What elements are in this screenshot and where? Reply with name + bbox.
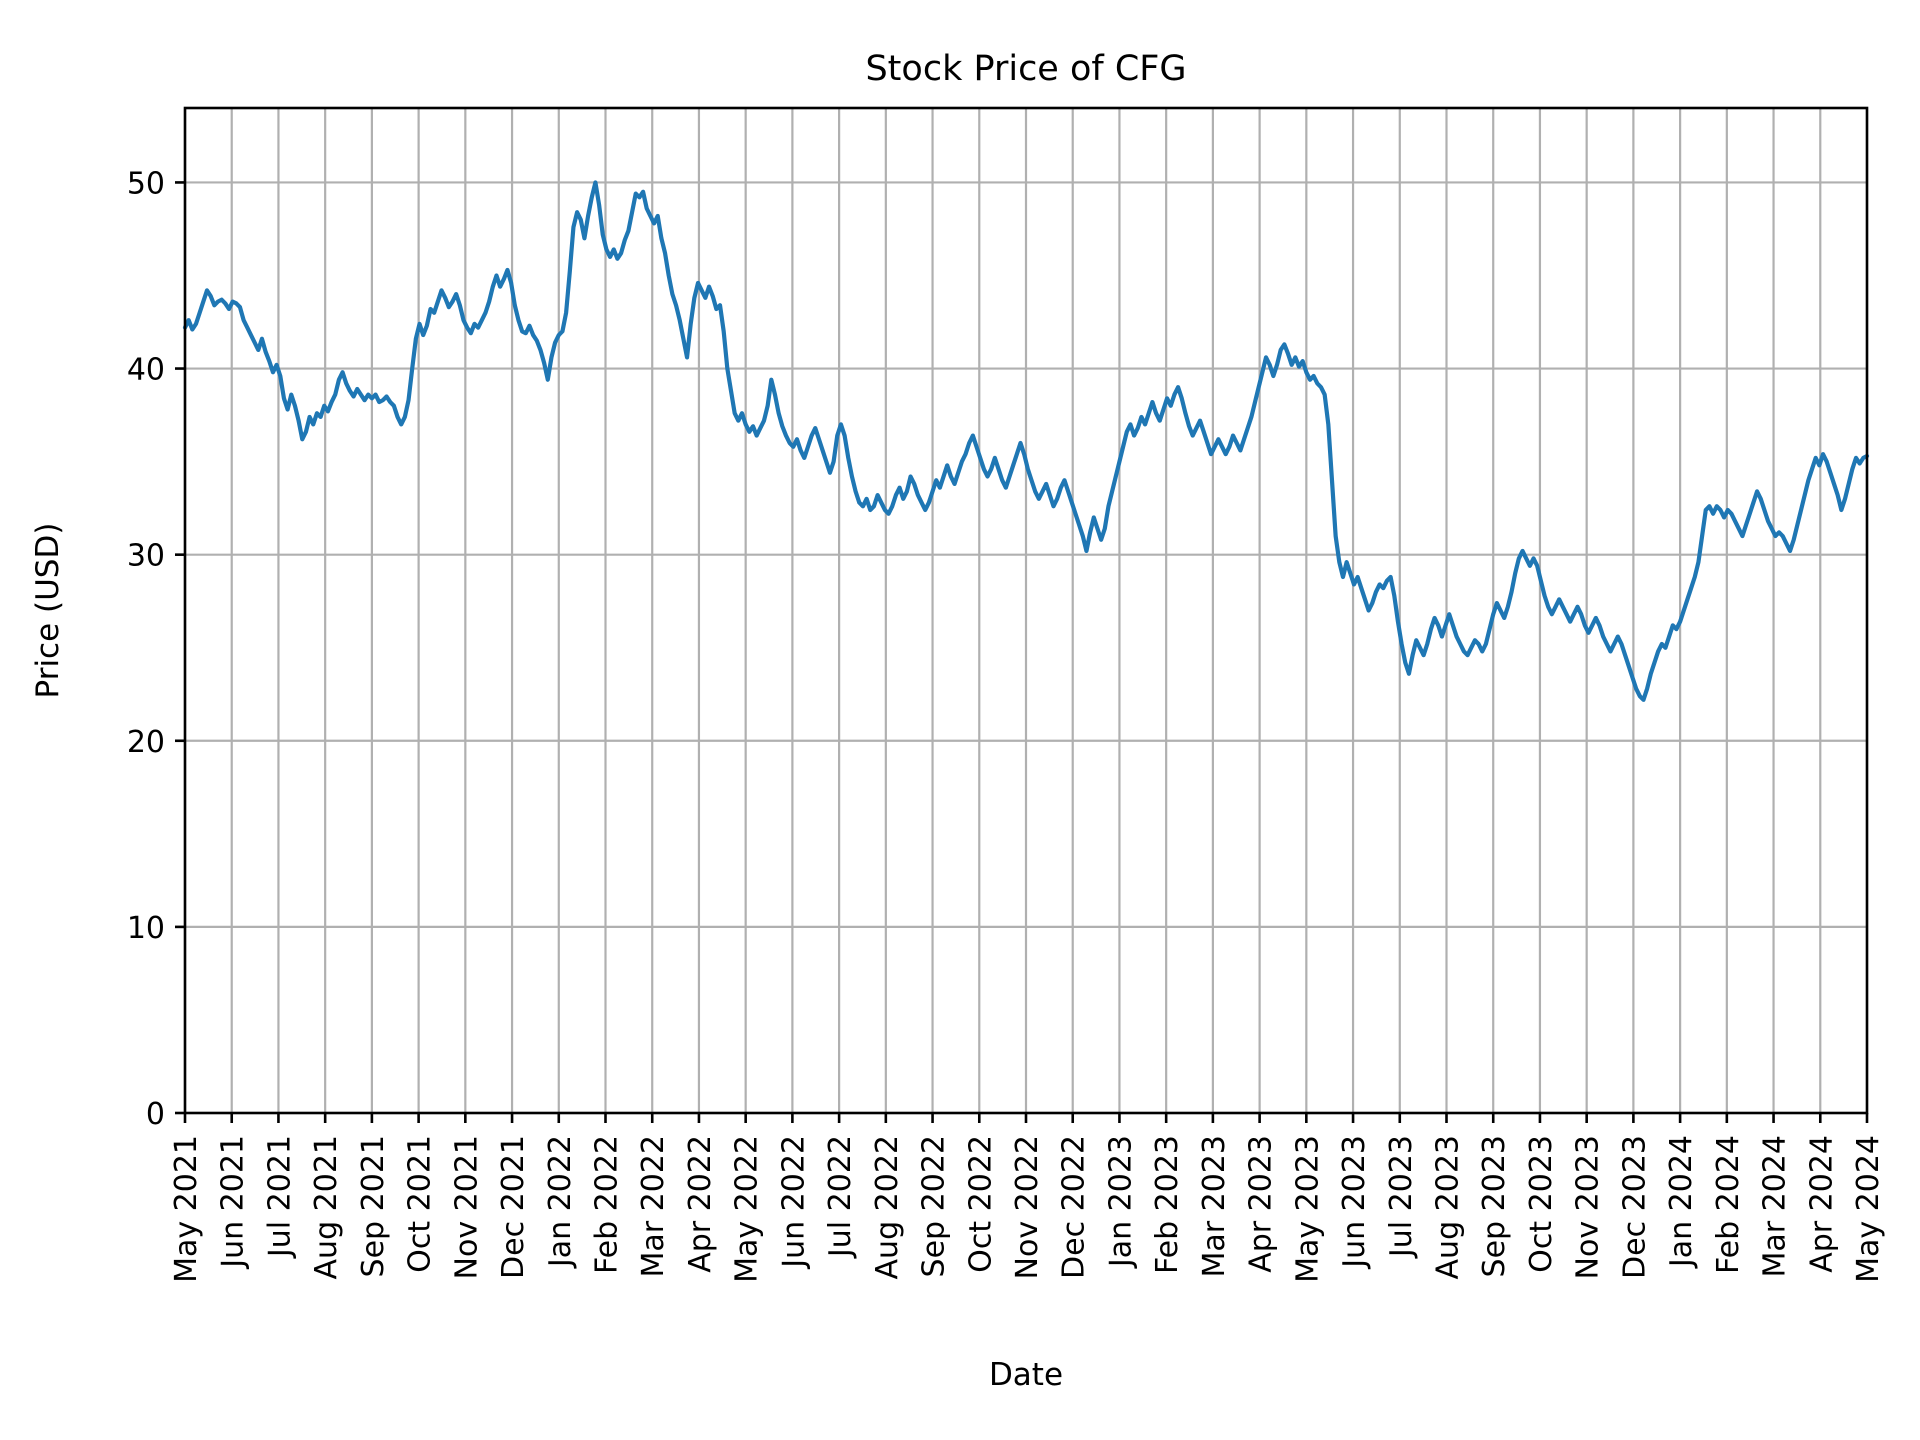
- y-axis-ticks: [175, 181, 185, 1115]
- x-tick-label: Apr 2024: [1804, 1135, 1839, 1273]
- data-series-group: [182, 180, 1870, 702]
- horizontal-gridlines: [185, 181, 1867, 928]
- x-tick-label: Jan 2022: [543, 1135, 578, 1269]
- x-tick-label: Mar 2023: [1197, 1135, 1232, 1278]
- x-tick-label: Dec 2021: [496, 1135, 531, 1279]
- x-tick-label: Feb 2022: [590, 1135, 625, 1274]
- x-tick-label: Oct 2023: [1524, 1135, 1559, 1273]
- x-tick-label: Mar 2024: [1758, 1135, 1793, 1278]
- x-tick-label: Sep 2022: [917, 1135, 952, 1277]
- x-tick-label: Jul 2021: [262, 1135, 297, 1259]
- y-tick-label: 30: [127, 539, 165, 574]
- x-tick-label: Jan 2023: [1103, 1135, 1138, 1269]
- y-axis-tick-labels: 0 10 20 30 40 50: [127, 166, 165, 1132]
- x-tick-label: Dec 2023: [1617, 1135, 1652, 1279]
- x-tick-label: Mar 2022: [636, 1135, 671, 1278]
- x-axis-label: Date: [989, 1357, 1063, 1393]
- x-tick-label: May 2022: [730, 1135, 765, 1283]
- x-tick-label: May 2024: [1851, 1135, 1886, 1283]
- x-tick-label: Sep 2023: [1477, 1135, 1512, 1277]
- line-series-cfg: [182, 180, 1870, 702]
- y-tick-label: 0: [146, 1097, 165, 1132]
- y-tick-label: 10: [127, 911, 165, 946]
- x-tick-label: Aug 2021: [309, 1135, 344, 1279]
- x-tick-label: Aug 2022: [870, 1135, 905, 1279]
- x-tick-label: Oct 2021: [403, 1135, 438, 1273]
- y-axis-label: Price (USD): [30, 523, 66, 699]
- x-tick-label: Jul 2023: [1384, 1135, 1419, 1259]
- x-tick-label: Apr 2022: [683, 1135, 718, 1273]
- x-tick-label: May 2023: [1290, 1135, 1325, 1283]
- x-tick-label: Feb 2023: [1150, 1135, 1185, 1274]
- x-tick-label: Nov 2022: [1010, 1135, 1045, 1279]
- y-tick-label: 40: [127, 353, 165, 388]
- x-tick-label: Sep 2021: [356, 1135, 391, 1277]
- x-tick-label: Feb 2024: [1711, 1135, 1746, 1274]
- x-tick-label: Nov 2021: [449, 1135, 484, 1279]
- x-axis-tick-labels: May 2021 Jun 2021 Jul 2021 Aug 2021 Sep 2021…: [169, 1135, 1886, 1283]
- x-tick-label: Dec 2022: [1057, 1135, 1092, 1279]
- x-tick-label: Apr 2023: [1244, 1135, 1279, 1273]
- y-tick-label: 50: [127, 166, 165, 201]
- x-tick-label: Jun 2021: [216, 1135, 251, 1270]
- x-tick-label: Jan 2024: [1664, 1135, 1699, 1269]
- x-tick-label: Jul 2022: [823, 1135, 858, 1259]
- x-tick-label: Jun 2022: [776, 1135, 811, 1270]
- y-tick-label: 20: [127, 725, 165, 760]
- x-tick-label: May 2021: [169, 1135, 204, 1283]
- vertical-gridlines: [183, 108, 1869, 1113]
- x-tick-label: Aug 2023: [1431, 1135, 1466, 1279]
- x-tick-label: Nov 2023: [1571, 1135, 1606, 1279]
- chart-title: Stock Price of CFG: [865, 49, 1186, 89]
- x-tick-label: Oct 2022: [963, 1135, 998, 1273]
- x-tick-label: Jun 2023: [1337, 1135, 1372, 1270]
- x-axis-ticks: [183, 1113, 1869, 1123]
